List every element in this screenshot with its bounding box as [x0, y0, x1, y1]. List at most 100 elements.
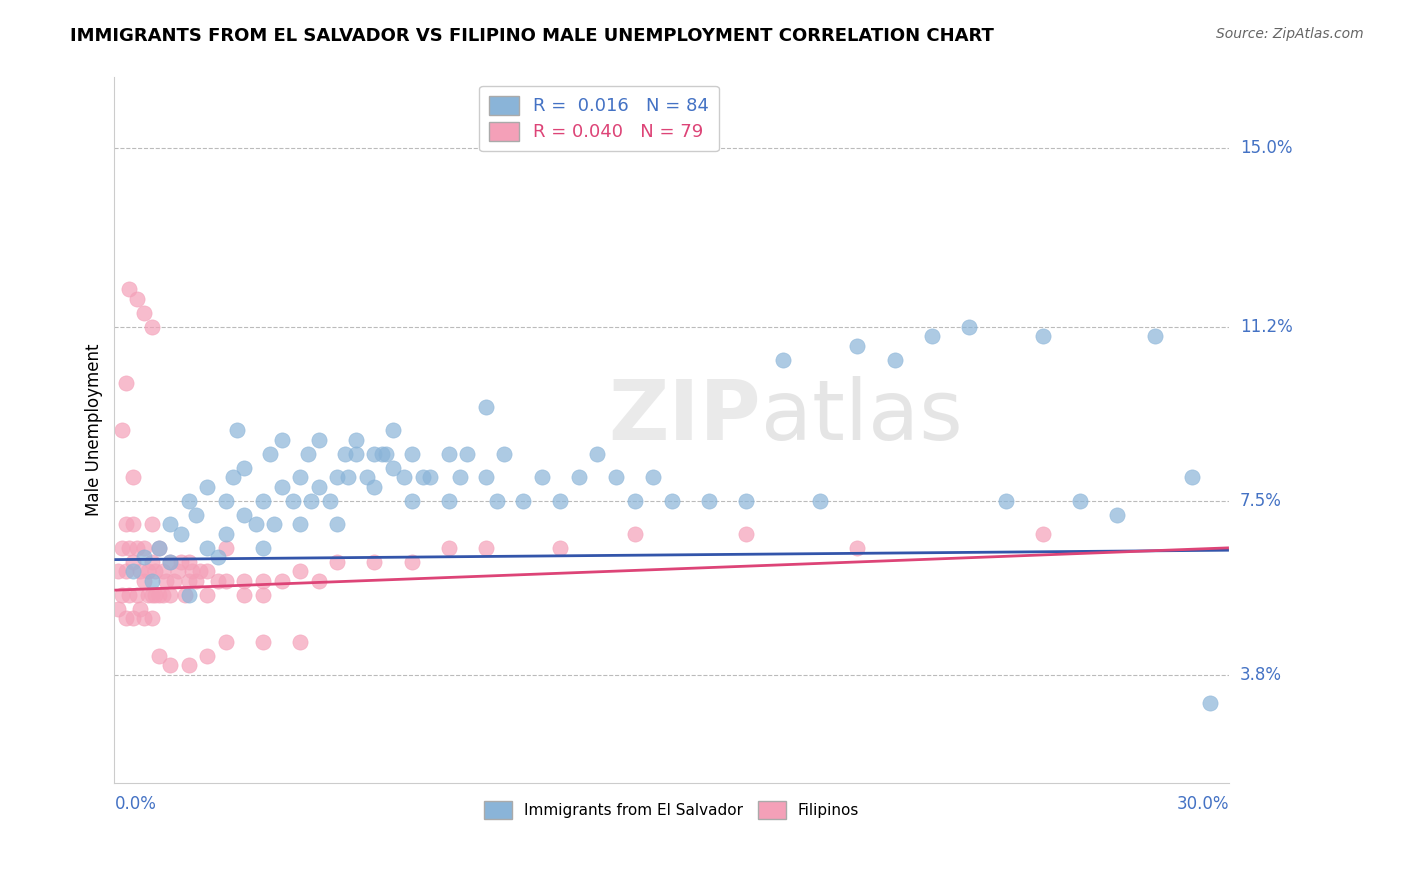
Point — [170, 555, 193, 569]
Point — [308, 433, 330, 447]
Point — [177, 555, 200, 569]
Point — [245, 517, 267, 532]
Point — [107, 565, 129, 579]
Point — [252, 541, 274, 555]
Point — [122, 565, 145, 579]
Point — [308, 480, 330, 494]
Point — [129, 602, 152, 616]
Text: Source: ZipAtlas.com: Source: ZipAtlas.com — [1216, 27, 1364, 41]
Point — [1143, 329, 1166, 343]
Point — [1032, 329, 1054, 343]
Point — [401, 493, 423, 508]
Point — [163, 574, 186, 588]
Point — [143, 565, 166, 579]
Point — [233, 461, 256, 475]
Text: 0.0%: 0.0% — [114, 795, 156, 813]
Point — [326, 470, 349, 484]
Point — [141, 574, 163, 588]
Point — [177, 588, 200, 602]
Point — [252, 588, 274, 602]
Point — [356, 470, 378, 484]
Point — [437, 493, 460, 508]
Point — [252, 493, 274, 508]
Point — [118, 282, 141, 296]
Point — [288, 517, 311, 532]
Point — [288, 470, 311, 484]
Point — [344, 433, 367, 447]
Point — [1107, 508, 1129, 522]
Point — [114, 517, 136, 532]
Point — [143, 588, 166, 602]
Point — [259, 447, 281, 461]
Point — [957, 319, 980, 334]
Point — [159, 555, 181, 569]
Point — [118, 541, 141, 555]
Point — [174, 588, 197, 602]
Point — [159, 658, 181, 673]
Point — [530, 470, 553, 484]
Text: 3.8%: 3.8% — [1240, 665, 1282, 684]
Point — [125, 541, 148, 555]
Point — [125, 588, 148, 602]
Point — [125, 292, 148, 306]
Point — [215, 541, 238, 555]
Point — [215, 493, 238, 508]
Point — [122, 611, 145, 625]
Point — [337, 470, 360, 484]
Point — [111, 541, 134, 555]
Point — [233, 588, 256, 602]
Point — [222, 470, 245, 484]
Point — [344, 447, 367, 461]
Point — [623, 526, 645, 541]
Point — [326, 555, 349, 569]
Point — [148, 648, 170, 663]
Point — [195, 480, 218, 494]
Point — [114, 611, 136, 625]
Point — [643, 470, 665, 484]
Point — [374, 447, 396, 461]
Point — [177, 658, 200, 673]
Point — [363, 480, 385, 494]
Point — [1032, 526, 1054, 541]
Point — [114, 376, 136, 391]
Point — [215, 574, 238, 588]
Point — [846, 338, 869, 352]
Point — [233, 508, 256, 522]
Point — [141, 611, 163, 625]
Point — [475, 400, 498, 414]
Point — [141, 555, 163, 569]
Point — [134, 611, 156, 625]
Point — [263, 517, 285, 532]
Point — [136, 588, 159, 602]
Point — [252, 635, 274, 649]
Point — [122, 517, 145, 532]
Point — [118, 588, 141, 602]
Point — [995, 493, 1018, 508]
Point — [141, 319, 163, 334]
Point — [207, 574, 229, 588]
Text: 7.5%: 7.5% — [1240, 491, 1282, 510]
Text: 15.0%: 15.0% — [1240, 139, 1292, 157]
Point — [114, 565, 136, 579]
Point — [735, 526, 758, 541]
Point — [921, 329, 943, 343]
Point — [605, 470, 627, 484]
Point — [195, 648, 218, 663]
Text: atlas: atlas — [761, 376, 963, 457]
Point — [846, 541, 869, 555]
Point — [288, 565, 311, 579]
Point — [177, 493, 200, 508]
Point — [548, 493, 571, 508]
Point — [1069, 493, 1091, 508]
Point — [382, 423, 405, 437]
Point — [297, 447, 319, 461]
Point — [166, 565, 188, 579]
Point — [486, 493, 509, 508]
Point — [419, 470, 441, 484]
Legend: Immigrants from El Salvador, Filipinos: Immigrants from El Salvador, Filipinos — [478, 795, 865, 825]
Point — [207, 550, 229, 565]
Point — [152, 588, 174, 602]
Point — [1199, 696, 1222, 710]
Point — [363, 555, 385, 569]
Point — [512, 493, 534, 508]
